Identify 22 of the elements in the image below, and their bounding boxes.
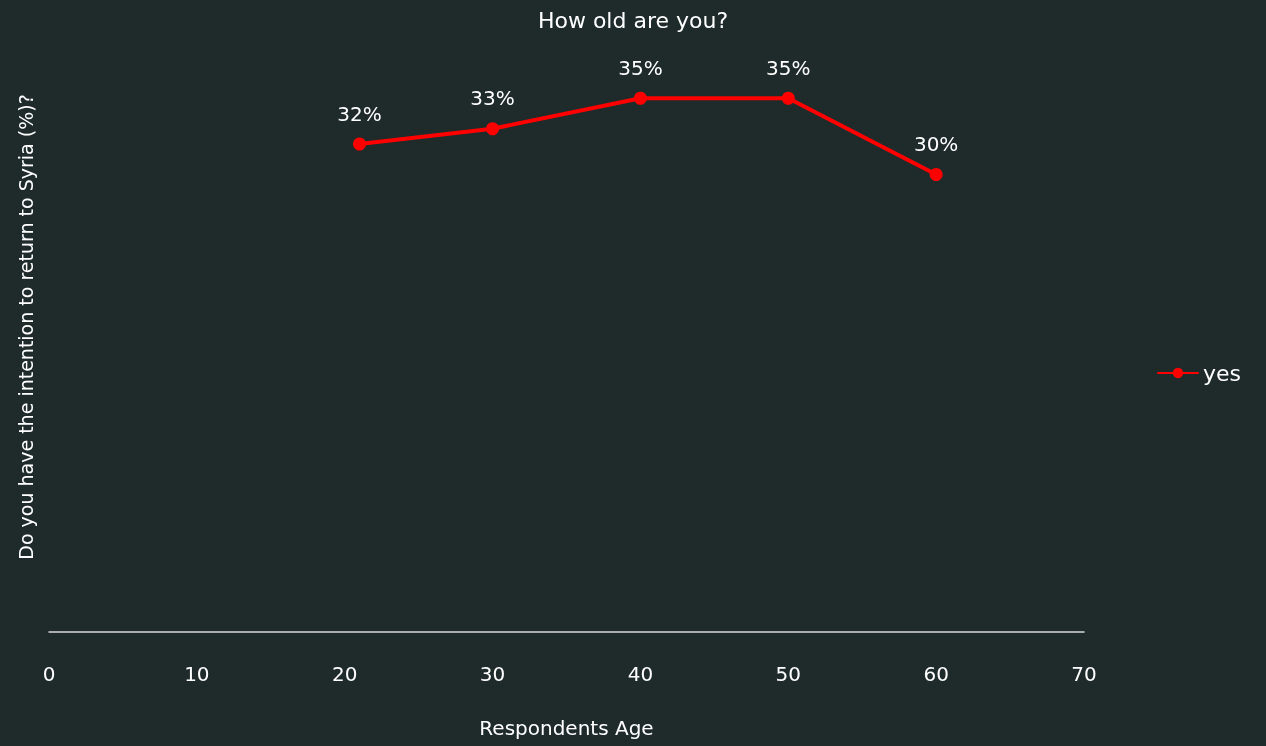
y-axis-title: Do you have the intention to return to Syria (%)?: [14, 94, 37, 560]
x-tick-label: 60: [923, 662, 949, 686]
x-axis-title: Respondents Age: [479, 716, 654, 740]
point: [486, 122, 500, 136]
point: [633, 91, 647, 105]
x-tick-label: 40: [627, 662, 654, 686]
point: [781, 91, 795, 105]
legend-label: yes: [1202, 360, 1242, 386]
x-tick-label: 70: [1071, 662, 1097, 686]
data-label: 33%: [470, 86, 515, 111]
data-label: 35%: [766, 55, 811, 80]
point: [929, 168, 943, 181]
chart-title: How old are you?: [537, 7, 729, 33]
x-tick-label: 0: [42, 662, 56, 686]
point: [353, 137, 366, 151]
x-tick-label: 30: [479, 662, 506, 686]
x-tick-label: 50: [775, 662, 802, 686]
data-label: 30%: [913, 132, 959, 156]
x-tick-label: 20: [331, 662, 358, 686]
data-label: 32%: [337, 101, 382, 126]
data-label: 35%: [618, 55, 663, 80]
x-tick-label: 10: [184, 662, 210, 686]
